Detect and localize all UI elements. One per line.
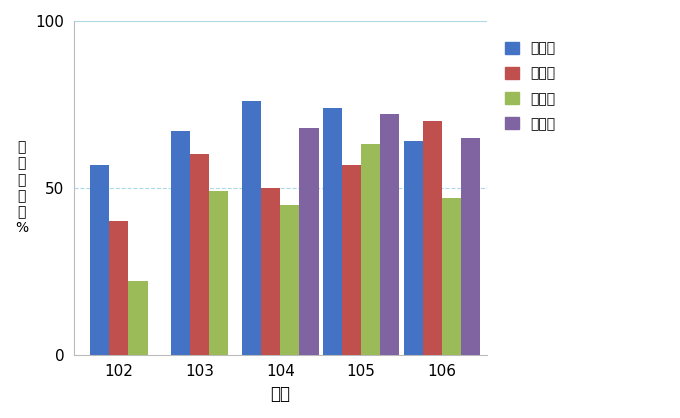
Bar	[261, 188, 280, 355]
Legend: 東嶼坪, 西嶼坪, 西吉嶼, 東吉嶼: 東嶼坪, 西嶼坪, 西吉嶼, 東吉嶼	[498, 35, 562, 138]
Bar	[361, 145, 380, 355]
Bar	[380, 115, 399, 355]
Bar	[209, 191, 228, 355]
Bar	[280, 204, 299, 355]
Y-axis label: 珊
瑚
覆
蓋
率
%: 珊 瑚 覆 蓋 率 %	[15, 140, 28, 235]
Bar	[423, 121, 442, 355]
Bar	[442, 198, 461, 355]
Bar	[404, 141, 423, 355]
Bar	[299, 128, 318, 355]
Bar	[129, 281, 148, 355]
Bar	[461, 138, 480, 355]
Bar	[190, 155, 209, 355]
Bar	[342, 165, 361, 355]
Bar	[171, 131, 190, 355]
Bar	[109, 221, 129, 355]
X-axis label: 年度: 年度	[271, 385, 290, 403]
Bar	[90, 165, 109, 355]
Bar	[323, 108, 342, 355]
Bar	[242, 101, 261, 355]
